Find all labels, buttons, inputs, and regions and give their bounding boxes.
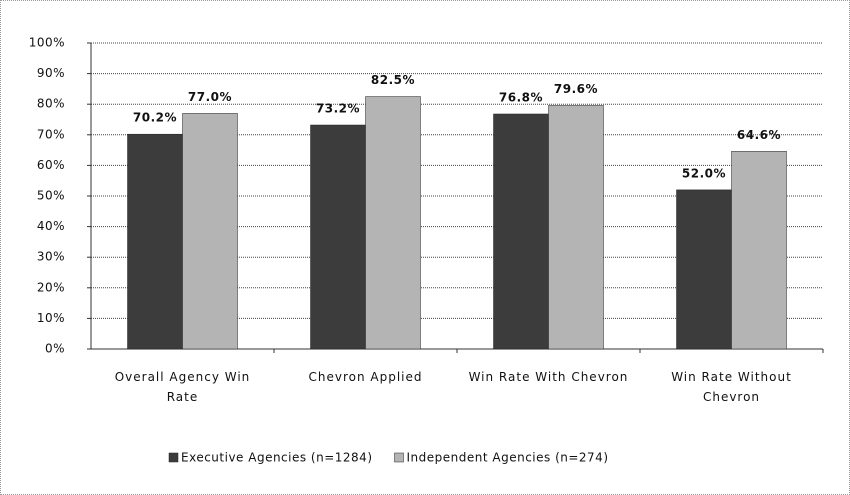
y-tick-label: 60% <box>37 158 65 172</box>
legend-label: Executive Agencies (n=1284) <box>181 451 373 465</box>
bar <box>310 124 366 350</box>
y-tick-label: 80% <box>37 97 65 111</box>
bar <box>493 113 549 350</box>
y-tick-label: 40% <box>37 219 65 233</box>
y-tick-label: 30% <box>37 250 65 264</box>
bar <box>182 113 238 350</box>
bar <box>127 133 183 350</box>
y-tick-label: 0% <box>45 342 65 356</box>
value-label: 64.6% <box>737 128 781 142</box>
x-tick-label: Overall Agency Win Rate <box>114 370 251 404</box>
x-tick-label: Chevron Applied <box>308 370 423 384</box>
legend-label: Independent Agencies (n=274) <box>407 451 609 465</box>
legend-swatch <box>394 452 404 463</box>
x-tick-label: Win Rate Without Chevron <box>671 370 792 404</box>
bar <box>731 151 787 350</box>
value-label: 77.0% <box>188 90 232 104</box>
y-tick-label: 10% <box>37 311 65 325</box>
value-label: 70.2% <box>133 111 177 125</box>
bar <box>676 189 732 350</box>
value-label: 73.2% <box>316 102 360 116</box>
bar <box>548 105 604 350</box>
value-label: 76.8% <box>499 90 543 104</box>
value-label: 52.0% <box>682 166 726 180</box>
y-tick-label: 20% <box>37 280 65 294</box>
y-tick-label: 50% <box>37 189 65 203</box>
x-tick-label: Win Rate With Chevron <box>468 370 629 384</box>
legend-swatch <box>168 452 179 463</box>
bar <box>365 96 421 350</box>
y-tick-label: 70% <box>37 127 65 141</box>
y-tick-label: 90% <box>37 66 65 80</box>
value-label: 82.5% <box>371 73 415 87</box>
value-label: 79.6% <box>554 82 598 96</box>
y-tick-label: 100% <box>29 36 65 50</box>
